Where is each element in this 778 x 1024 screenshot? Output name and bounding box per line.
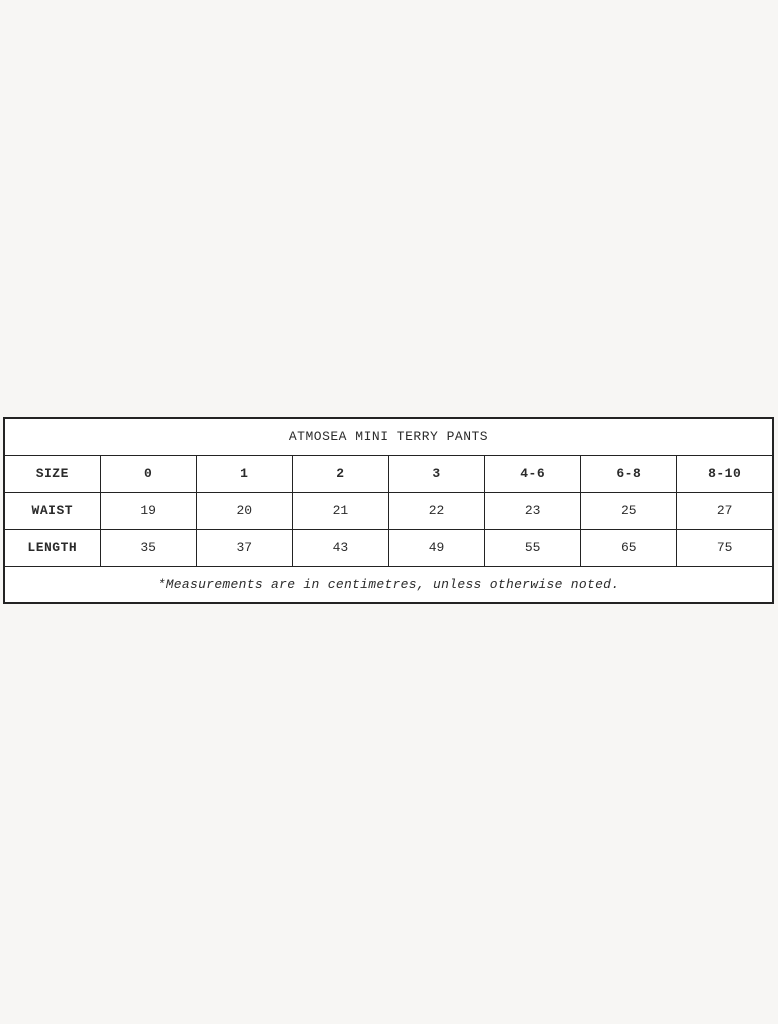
measurements-footnote: *Measurements are in centimetres, unless…: [3, 565, 774, 604]
length-value-size-6-8: 65: [580, 528, 678, 567]
col-header-3: 3: [387, 454, 486, 493]
col-header-6-8: 6-8: [580, 454, 678, 493]
length-value-size-8-10: 75: [676, 528, 774, 567]
table-row-length: LENGTH 35 37 43 49 55 65 75: [3, 528, 774, 567]
col-header-size: SIZE: [3, 454, 101, 493]
length-value-size-4-6: 55: [484, 528, 582, 567]
length-value-size-3: 49: [387, 528, 486, 567]
length-value-size-2: 43: [291, 528, 390, 567]
size-chart-table: ATMOSEA MINI TERRY PANTS SIZE 0 1 2 3 4-…: [3, 417, 774, 604]
waist-value-size-0: 19: [99, 491, 197, 530]
table-row-waist: WAIST 19 20 21 22 23 25 27: [3, 491, 774, 530]
size-chart-title: ATMOSEA MINI TERRY PANTS: [3, 417, 774, 456]
waist-value-size-3: 22: [387, 491, 486, 530]
length-value-size-0: 35: [99, 528, 197, 567]
col-header-8-10: 8-10: [676, 454, 774, 493]
length-value-size-1: 37: [195, 528, 293, 567]
waist-value-size-2: 21: [291, 491, 390, 530]
col-header-2: 2: [291, 454, 390, 493]
header-row: SIZE 0 1 2 3 4-6 6-8 8-10: [3, 454, 774, 493]
waist-value-size-1: 20: [195, 491, 293, 530]
col-header-4-6: 4-6: [484, 454, 582, 493]
title-row: ATMOSEA MINI TERRY PANTS: [3, 417, 774, 456]
waist-value-size-8-10: 27: [676, 491, 774, 530]
col-header-0: 0: [99, 454, 197, 493]
footnote-row: *Measurements are in centimetres, unless…: [3, 565, 774, 604]
col-header-1: 1: [195, 454, 293, 493]
waist-value-size-4-6: 23: [484, 491, 582, 530]
waist-value-size-6-8: 25: [580, 491, 678, 530]
row-header-waist: WAIST: [3, 491, 101, 530]
row-header-length: LENGTH: [3, 528, 101, 567]
